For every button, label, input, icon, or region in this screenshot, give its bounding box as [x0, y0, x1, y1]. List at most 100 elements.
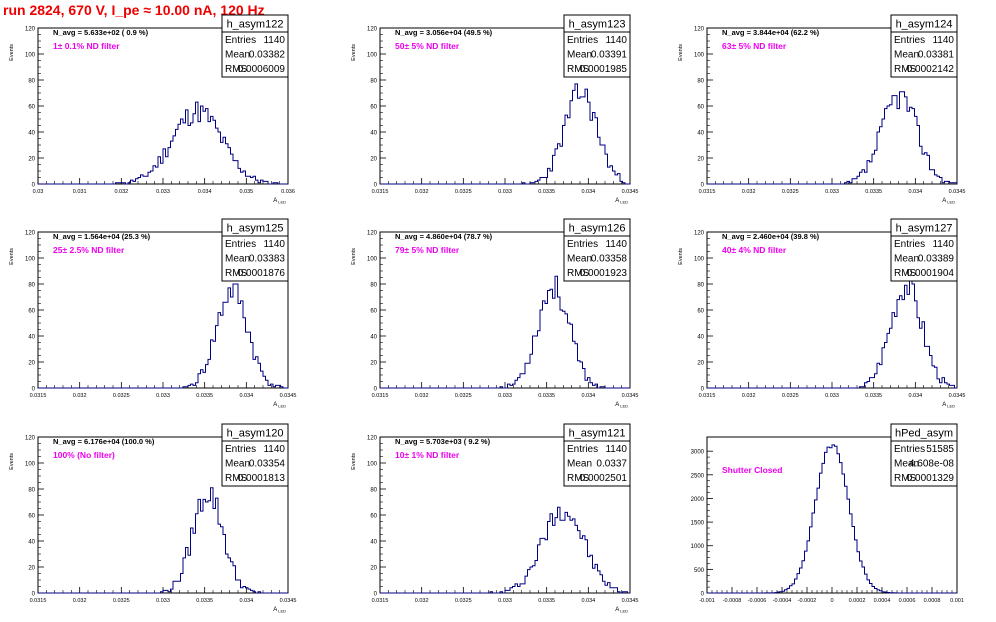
y-tick-label: 80 [370, 488, 377, 494]
y-tick-label: 0 [32, 592, 36, 598]
navg-label: N_avg = 1.564e+04 (25.3 %) [53, 232, 151, 241]
x-axis-title: ALED [273, 198, 286, 205]
y-axis-title: Events [9, 44, 15, 61]
stats-value-rms: 0.0002501 [580, 473, 628, 484]
y-tick-label: 500 [694, 568, 705, 574]
x-tick-label: 0.0325 [113, 393, 130, 399]
x-tick-label: 0.034 [908, 393, 922, 399]
stats-key-mean: Mean [225, 50, 250, 61]
x-tick-label: 0.033 [498, 393, 512, 399]
x-tick-label: 0.034 [581, 189, 595, 195]
filter-label: 79± 5% ND filter [395, 245, 460, 255]
x-tick-label: 0.032 [742, 393, 756, 399]
x-tick-label: 0.033 [156, 393, 170, 399]
x-tick-label: 0.0008 [924, 598, 941, 604]
y-tick-label: 100 [694, 53, 705, 59]
x-tick-label: -0.001 [699, 598, 715, 604]
x-tick-label: 0.0004 [874, 598, 891, 604]
x-tick-label: 0.032 [415, 598, 429, 604]
x-tick-label: 0.0325 [455, 598, 472, 604]
stats-value-mean: 0.03382 [249, 50, 286, 61]
stats-value-mean: 0.03354 [249, 459, 286, 470]
histogram-line [380, 506, 630, 594]
x-tick-label: 0.0002 [849, 598, 866, 604]
x-tick-label: 0 [830, 598, 833, 604]
histogram-panel-h_asym121: 0 20 40 60 80 100 120 0.0315 0.032 0.0325 0.033 0.0… [351, 423, 638, 614]
histogram-name: hPed_asym [895, 428, 953, 440]
histogram-panel-hPed_asym: 0 500 1000 1500 2000 2500 3000 -0.001 -0.0008 -0.… [691, 423, 964, 604]
y-tick-label: 0 [701, 592, 705, 598]
y-axis-title: Events [678, 248, 684, 265]
y-tick-label: 2000 [691, 497, 705, 503]
x-tick-label: 0.0345 [280, 393, 297, 399]
x-tick-label: 0.0335 [538, 393, 555, 399]
stats-key-rms: RMS [567, 64, 590, 75]
x-tick-label: 0.033 [156, 189, 170, 195]
y-tick-label: 80 [370, 79, 377, 85]
stats-key-mean: Mean [567, 50, 592, 61]
y-tick-label: 40 [28, 335, 35, 341]
x-tick-label: 0.0006 [899, 598, 916, 604]
y-tick-label: 120 [367, 436, 378, 442]
histogram-line [38, 101, 288, 185]
y-tick-label: 80 [28, 283, 35, 289]
x-tick-label: 0.0335 [196, 598, 213, 604]
stats-key-entries: Entries [225, 444, 256, 455]
y-tick-label: 20 [28, 566, 35, 572]
histogram-line [707, 444, 957, 594]
histogram-panel-h_asym123: 0 20 40 60 80 100 120 0.0315 0.032 0.0325 0.033 0.0… [351, 14, 638, 205]
stats-key-mean: Mean [894, 254, 919, 265]
stats-key-rms: RMS [894, 64, 917, 75]
y-tick-label: 60 [697, 309, 704, 315]
stats-value-rms: 0.0001904 [907, 268, 955, 279]
stats-box [563, 440, 631, 487]
stats-key-rms: RMS [225, 473, 248, 484]
histogram-panel-h_asym127: 0 20 40 60 80 100 120 0.0315 0.032 0.0325 0.033 0.0… [678, 218, 965, 409]
x-tick-label: 0.034 [581, 598, 595, 604]
y-tick-label: 100 [25, 53, 36, 59]
y-tick-label: 100 [25, 462, 36, 468]
run-title: run 2824, 670 V, I_pe ≈ 10.00 nA, 120 Hz [3, 2, 265, 18]
x-tick-label: 0.0325 [782, 393, 799, 399]
stats-value-mean: 0.03389 [918, 254, 955, 265]
y-tick-label: 0 [32, 387, 36, 393]
y-tick-label: 20 [370, 361, 377, 367]
navg-label: N_avg = 4.860e+04 (78.7 %) [395, 232, 493, 241]
y-tick-label: 60 [28, 105, 35, 111]
x-tick-label: 0.0315 [372, 598, 389, 604]
filter-label: 63± 5% ND filter [722, 41, 787, 51]
y-tick-label: 0 [374, 592, 378, 598]
filter-label: 50± 5% ND filter [395, 41, 460, 51]
x-tick-label: 0.032 [114, 189, 128, 195]
y-tick-label: 100 [367, 257, 378, 263]
x-tick-label: 0.034 [198, 189, 212, 195]
x-tick-label: 0.034 [239, 598, 253, 604]
stats-value-entries: 1140 [605, 444, 627, 455]
navg-label: N_avg = 5.633e+02 ( 0.9 %) [53, 28, 149, 37]
x-tick-label: 0.0345 [280, 598, 297, 604]
stats-value-mean: 0.03383 [249, 254, 286, 265]
stats-key-rms: RMS [894, 473, 917, 484]
stats-key-entries: Entries [225, 239, 256, 250]
stats-value-rms: 0.0001923 [580, 268, 628, 279]
y-tick-label: 3000 [691, 450, 705, 456]
stats-key-mean: Mean [225, 459, 250, 470]
x-tick-label: 0.0345 [949, 189, 966, 195]
x-tick-label: 0.0335 [196, 393, 213, 399]
y-tick-label: 40 [370, 131, 377, 137]
x-tick-label: 0.0315 [699, 189, 716, 195]
navg-label: N_avg = 6.176e+04 (100.0 %) [53, 437, 155, 446]
y-tick-label: 0 [701, 387, 705, 393]
y-axis-title: Events [678, 44, 684, 61]
stats-box [890, 440, 958, 487]
stats-value-entries: 51585 [926, 444, 954, 455]
navg-label: N_avg = 3.844e+04 (62.2 %) [722, 28, 820, 37]
x-tick-label: 0.0335 [865, 393, 882, 399]
stats-box [563, 235, 631, 282]
x-tick-label: 0.03 [33, 189, 44, 195]
histogram-line [38, 283, 288, 389]
x-tick-label: 0.033 [825, 393, 839, 399]
x-tick-label: 0.036 [281, 189, 295, 195]
histogram-panel-h_asym126: 0 20 40 60 80 100 120 0.0315 0.032 0.0325 0.033 0.0… [351, 218, 638, 409]
